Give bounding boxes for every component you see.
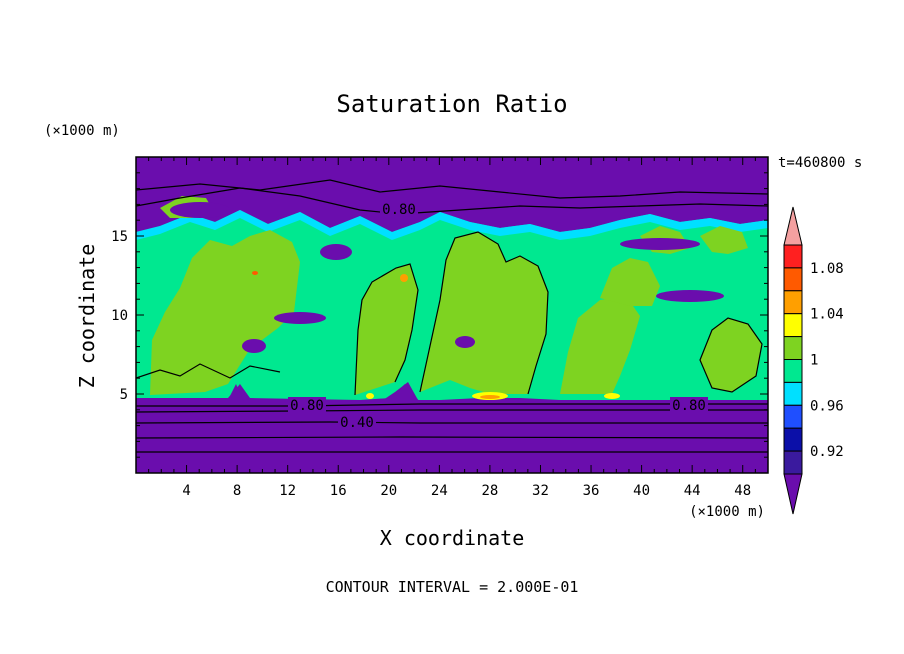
contour-lines [136, 179, 768, 453]
y-axis: 5 10 15 [111, 172, 768, 458]
colorbar-label: 1 [810, 353, 818, 369]
x-tick-label: 8 [233, 483, 241, 499]
colorbar-segment [783, 244, 803, 269]
x-tick-label: 24 [431, 483, 448, 499]
colorbar-segment [783, 427, 803, 452]
x-tick-label: 32 [532, 483, 549, 499]
colorbar-segment [783, 267, 803, 292]
contour-interval-footer: CONTOUR INTERVAL = 2.000E-01 [326, 578, 579, 596]
y-tick-label: 5 [120, 387, 128, 403]
colorbar-label: 1.08 [810, 261, 844, 277]
x-tick-label: 36 [583, 483, 600, 499]
chart-title: Saturation Ratio [336, 90, 567, 118]
contour-label: 0.40 [340, 415, 374, 431]
colorbar-segment [783, 336, 803, 361]
colorbar-segment [783, 359, 803, 383]
colorbar-label: 1.04 [810, 307, 844, 323]
x-tick-label: 40 [633, 483, 650, 499]
field-area [136, 157, 768, 473]
time-label: t=460800 s [778, 155, 862, 171]
colorbar-label: 0.96 [810, 398, 844, 414]
y-axis-label: Z coordinate [75, 244, 99, 389]
colorbar-segment [783, 381, 803, 406]
y-tick-label: 10 [111, 308, 128, 324]
colorbar-label: 0.92 [810, 444, 844, 460]
x-tick-label: 16 [330, 483, 347, 499]
cloud-plumes [150, 196, 762, 395]
colorbar-arrow-top [783, 206, 803, 246]
x-axis-label: X coordinate [380, 526, 525, 550]
colorbar-segment [783, 404, 803, 429]
x-tick-label: 28 [481, 483, 498, 499]
dry-pockets [170, 202, 724, 353]
supersaturated-spots [252, 271, 620, 400]
y-unit-label: (×1000 m) [44, 123, 120, 139]
colorbar: 1.08 1.04 1 0.96 0.92 [783, 206, 844, 515]
x-tick-label: 48 [734, 483, 751, 499]
colorbar-segment [783, 313, 803, 338]
colorbar-segment [783, 290, 803, 315]
x-tick-label: 4 [182, 483, 190, 499]
x-axis: 4 8 12 16 20 24 28 32 36 40 44 48 [148, 157, 756, 499]
x-tick-label: 20 [380, 483, 397, 499]
transition-band [136, 210, 768, 240]
x-unit-label: (×1000 m) [689, 504, 765, 520]
colorbar-arrow-bottom [783, 473, 803, 515]
colorbar-segment [783, 450, 803, 475]
contour-label: 0.80 [672, 398, 706, 414]
x-tick-label: 44 [684, 483, 701, 499]
y-tick-label: 15 [111, 229, 128, 245]
contour-label-backgrounds [288, 201, 708, 430]
x-tick-label: 12 [279, 483, 296, 499]
contour-label: 0.80 [290, 398, 324, 414]
contour-label: 0.80 [382, 202, 416, 218]
